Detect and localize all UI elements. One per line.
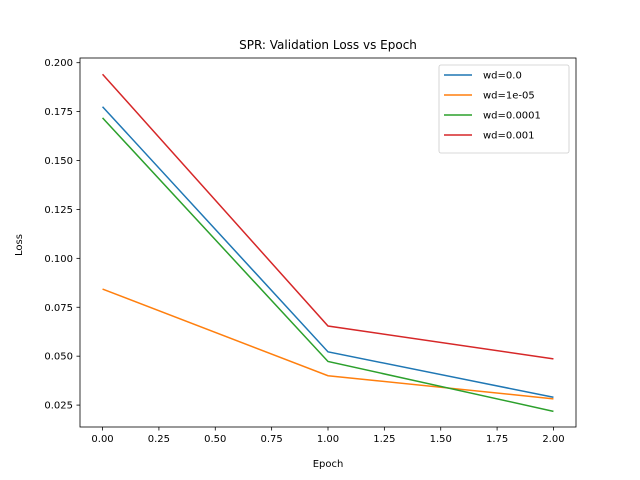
series-line-2 [101,117,554,413]
x-tick-label-4: 1.00 [317,434,339,445]
y-tick-label-4: 0.125 [44,205,73,216]
y-tick-label-2: 0.075 [44,303,73,314]
x-axis-label: Epoch [313,459,344,470]
x-tick-label-2: 0.50 [204,434,226,445]
legend-label-1: wd=1e-05 [483,91,535,102]
legend-label-2: wd=0.0001 [483,111,541,122]
y-tick-label-3: 0.100 [44,254,73,265]
series-line-1 [102,288,554,400]
x-tick-label-8: 2.00 [542,434,564,445]
y-tick-label-0: 0.025 [44,401,73,412]
plot-area: 0.00 0.25 0.50 0.75 1.00 1.25 1.50 1.75 2.00 0.02… [44,57,577,445]
series-line-3 [101,73,554,360]
y-tick-label-5: 0.150 [44,156,73,167]
x-tick-label-1: 0.25 [148,434,170,445]
legend-box [438,64,570,154]
x-tick-label-3: 0.75 [261,434,283,445]
y-tick-label-6: 0.175 [44,107,73,118]
x-tick-label-5: 1.25 [373,434,395,445]
series-line-0 [101,106,554,398]
chart-title: SPR: Validation Loss vs Epoch [239,38,417,52]
x-tick-label-0: 0.00 [91,434,113,445]
x-tick-label-7: 1.75 [486,434,508,445]
legend-label-0: wd=0.0 [483,71,522,82]
legend-label-3: wd=0.001 [483,131,535,142]
y-tick-label-7: 0.200 [44,58,73,69]
x-tick-label-6: 1.50 [430,434,452,445]
y-tick-label-1: 0.050 [44,352,73,363]
y-axis-label: Loss [14,234,25,256]
